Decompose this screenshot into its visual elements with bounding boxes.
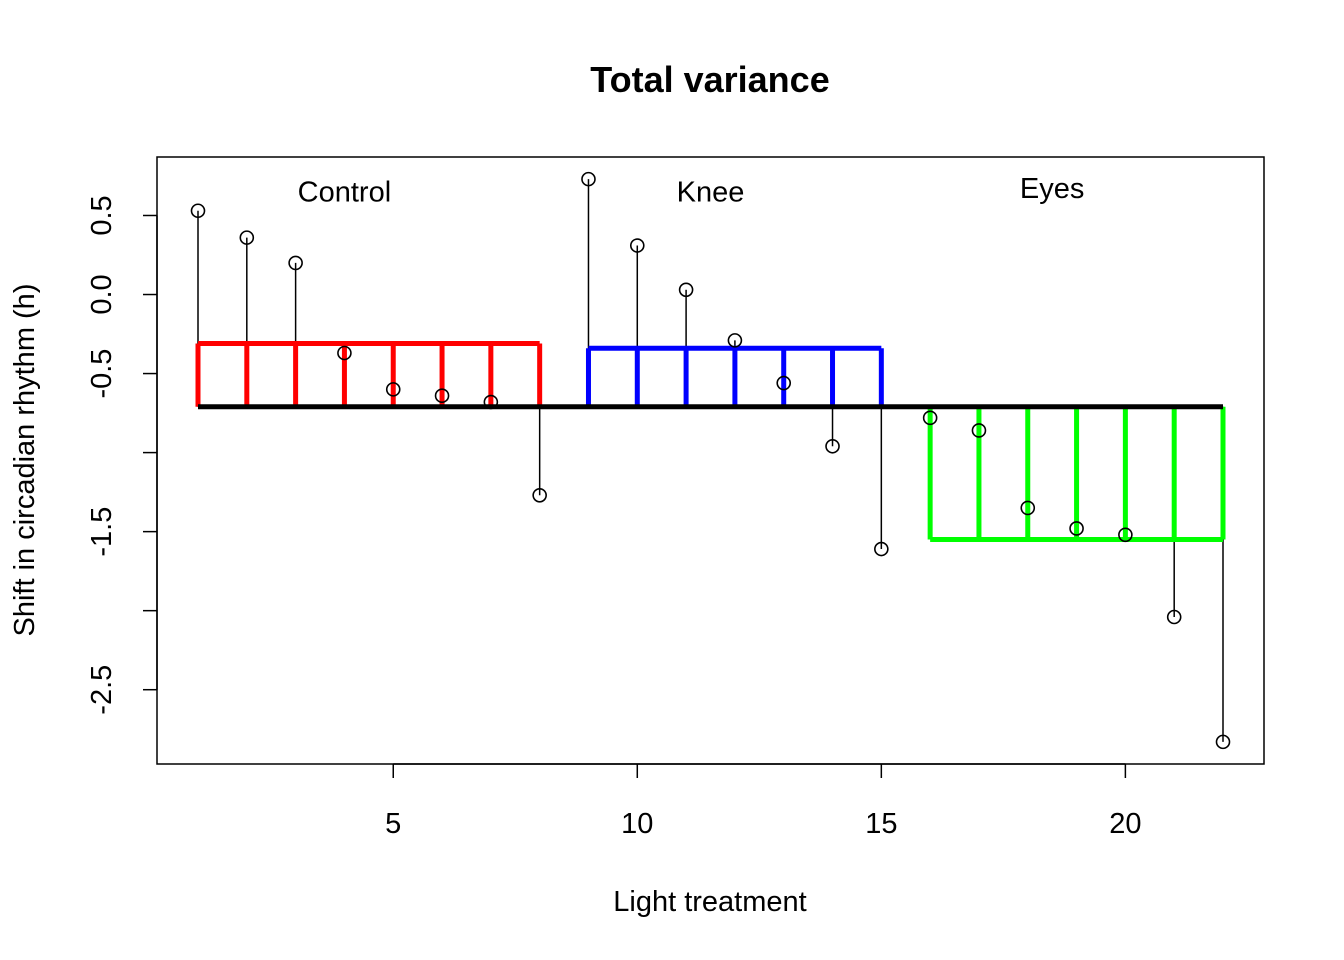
data-point-21 bbox=[1166, 609, 1182, 625]
data-point-13 bbox=[776, 375, 792, 391]
y-axis: 0.5 0.0 -0.5 -1.5 -2.5 bbox=[86, 195, 158, 715]
data-point-15 bbox=[874, 541, 889, 557]
data-point-7 bbox=[483, 394, 499, 410]
data-point-17 bbox=[971, 423, 987, 438]
data-point-20 bbox=[1118, 527, 1133, 543]
x-tick-label-20: 20 bbox=[1109, 808, 1141, 840]
data-point-12 bbox=[727, 333, 743, 348]
data-point-6 bbox=[434, 388, 450, 403]
data-point-1 bbox=[190, 203, 206, 219]
data-point-19 bbox=[1069, 521, 1084, 536]
x-tick-label-10: 10 bbox=[621, 808, 653, 840]
data-point-18 bbox=[1020, 500, 1036, 516]
data-point-2 bbox=[239, 230, 255, 245]
data-point-3 bbox=[288, 255, 303, 271]
data-point-8 bbox=[532, 487, 547, 503]
y-tick-label-2: -0.5 bbox=[86, 349, 118, 399]
data-point-4 bbox=[337, 345, 352, 361]
y-tick-label-4: -1.5 bbox=[86, 507, 118, 557]
y-tick-label-0: 0.5 bbox=[86, 195, 118, 235]
data-point-11 bbox=[678, 282, 694, 298]
eyes-group-label: Eyes bbox=[1020, 173, 1084, 205]
y-axis-label: Shift in circadian rhythm (h) bbox=[9, 284, 41, 637]
data-point-14 bbox=[825, 438, 840, 454]
data-point-16 bbox=[922, 410, 938, 426]
data-point-10 bbox=[629, 238, 645, 253]
y-tick-label-6: -2.5 bbox=[86, 665, 118, 715]
chart-title: Total variance bbox=[590, 59, 829, 100]
y-tick-label-1: 0.0 bbox=[86, 274, 118, 314]
control-group-label: Control bbox=[298, 176, 392, 208]
x-tick-label-5: 5 bbox=[385, 808, 401, 840]
plot-frame bbox=[156, 156, 1265, 765]
x-tick-label-15: 15 bbox=[865, 808, 897, 840]
data-point-9 bbox=[581, 171, 596, 187]
knee-group-label: Knee bbox=[677, 176, 745, 208]
plot-area: Control Knee Eyes bbox=[190, 171, 1231, 750]
x-axis: 5 10 15 20 bbox=[385, 763, 1142, 840]
x-axis-label: Light treatment bbox=[613, 886, 806, 918]
data-point-5 bbox=[385, 382, 401, 397]
data-point-22 bbox=[1215, 734, 1231, 750]
